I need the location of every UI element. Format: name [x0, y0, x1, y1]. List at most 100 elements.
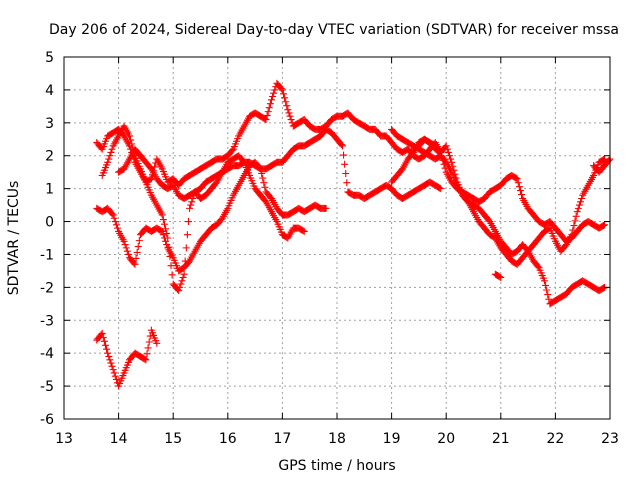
data-point — [99, 333, 107, 341]
y-tick-label: 4 — [45, 83, 54, 99]
y-tick-label: 3 — [45, 116, 54, 132]
data-point — [184, 218, 192, 226]
data-point — [126, 132, 134, 140]
data-point — [570, 221, 578, 229]
data-point — [107, 359, 115, 367]
data-point — [110, 214, 118, 222]
data-points — [93, 79, 614, 390]
data-point — [159, 216, 167, 224]
data-point — [112, 376, 120, 384]
y-tick-labels: 5 4 3 2 1 0 -1 -2 -3 -4 -5 -6 — [40, 50, 54, 428]
data-point — [106, 152, 114, 160]
data-point — [543, 286, 551, 294]
series-track-a — [93, 79, 445, 189]
data-point — [568, 231, 576, 239]
data-point — [261, 183, 269, 191]
y-tick-label: 5 — [45, 50, 54, 66]
data-point — [578, 195, 586, 203]
data-point — [183, 231, 191, 239]
data-point — [104, 158, 112, 166]
data-point — [108, 210, 116, 218]
data-point — [132, 254, 140, 262]
data-point — [437, 185, 445, 193]
data-point — [162, 225, 170, 233]
data-point — [601, 221, 609, 229]
data-point — [101, 341, 109, 349]
data-point — [513, 175, 521, 183]
data-point — [266, 100, 274, 108]
data-point — [512, 174, 520, 182]
data-point — [98, 329, 106, 337]
data-point — [516, 187, 524, 195]
data-point — [153, 339, 161, 347]
data-point — [142, 356, 150, 364]
data-point — [448, 158, 456, 166]
data-point — [182, 244, 190, 252]
series-track-i — [491, 270, 505, 281]
data-point — [124, 250, 132, 258]
series-track-h — [409, 135, 609, 268]
data-point — [286, 112, 294, 120]
data-point — [133, 248, 141, 256]
data-point — [143, 350, 151, 358]
data-point — [278, 86, 286, 94]
data-point — [164, 234, 172, 242]
data-point — [337, 141, 345, 149]
data-point — [518, 191, 526, 199]
data-point — [338, 142, 346, 150]
y-tick-label: -3 — [40, 313, 54, 329]
data-point — [177, 280, 185, 288]
data-point — [105, 352, 113, 360]
data-point — [175, 287, 183, 295]
data-point — [496, 273, 504, 281]
data-point — [452, 174, 460, 182]
data-point — [180, 270, 188, 278]
data-point — [442, 142, 450, 150]
data-point — [176, 283, 184, 291]
x-tick-label: 14 — [110, 431, 128, 447]
data-point — [111, 372, 119, 380]
data-point — [109, 211, 117, 219]
x-tick-label: 19 — [383, 431, 401, 447]
data-point — [263, 112, 271, 120]
data-point — [441, 164, 449, 172]
data-point — [514, 179, 522, 187]
x-tick-label: 21 — [492, 431, 510, 447]
data-point — [114, 224, 122, 232]
data-point — [179, 273, 187, 281]
data-point — [228, 146, 236, 154]
data-point — [107, 148, 115, 156]
data-point — [259, 174, 267, 182]
data-point — [285, 109, 293, 117]
data-point — [144, 344, 152, 352]
data-point — [577, 198, 585, 206]
data-point — [573, 208, 581, 216]
data-point — [447, 155, 455, 163]
data-point — [265, 104, 273, 112]
data-point — [279, 90, 287, 98]
data-point — [106, 356, 114, 364]
data-point — [130, 259, 138, 267]
data-point — [104, 349, 112, 357]
data-point — [111, 218, 119, 226]
data-point — [157, 227, 165, 235]
data-point — [300, 227, 308, 235]
data-point — [575, 201, 583, 209]
data-point — [269, 92, 277, 100]
x-tick-label: 15 — [164, 431, 182, 447]
x-tick-label: 13 — [55, 431, 73, 447]
ticks — [63, 56, 611, 420]
grid — [64, 57, 610, 419]
data-point — [540, 277, 548, 285]
data-point — [544, 291, 552, 299]
data-point — [267, 96, 275, 104]
data-point — [281, 94, 289, 102]
data-point — [571, 217, 579, 225]
y-tick-label: 2 — [45, 149, 54, 165]
data-point — [599, 221, 607, 229]
data-point — [166, 252, 174, 260]
data-point — [134, 243, 142, 251]
data-point — [450, 166, 458, 174]
data-point — [271, 86, 279, 94]
